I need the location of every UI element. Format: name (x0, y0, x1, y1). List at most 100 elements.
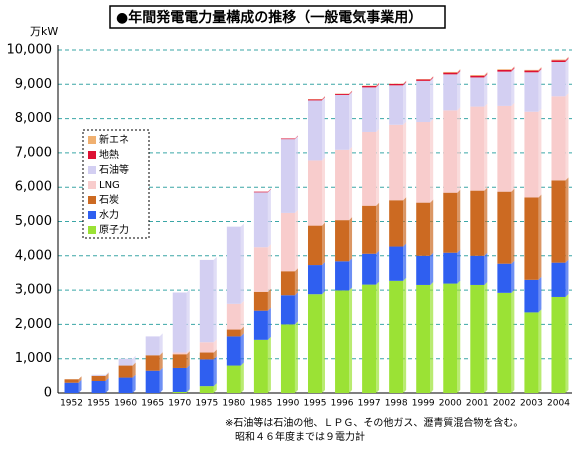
bar-segment (551, 263, 565, 297)
note: ※石油等は石油の他、ＬＰＧ、その他ガス、瀝青質混合物を含む。 (225, 416, 523, 429)
y-tick-label: 0 (44, 386, 52, 401)
bar-side (376, 129, 379, 206)
bar-segment (254, 292, 268, 311)
bar-segment (308, 265, 322, 294)
bar-side (430, 253, 433, 285)
legend-label: 地熱 (99, 148, 119, 161)
bar-segment (65, 383, 79, 393)
x-tick-label: 2002 (493, 399, 516, 409)
bar-segment (524, 197, 538, 279)
x-tick-label: 1960 (114, 399, 137, 409)
bar-segment (416, 122, 430, 203)
bar-segment (443, 253, 457, 284)
bar-side (322, 291, 325, 393)
bar-side (430, 119, 433, 203)
bar-segment (335, 95, 349, 150)
bar-segment (497, 69, 511, 70)
bar-segment (497, 264, 511, 293)
bar-segment (281, 213, 295, 271)
bar-segment (362, 86, 376, 87)
bar-segment (362, 285, 376, 393)
bar-side (214, 257, 217, 342)
bar-side (268, 244, 271, 292)
bar-side (457, 190, 460, 253)
x-tick-label: 2003 (520, 399, 543, 409)
bar-segment (308, 100, 322, 160)
bar-side (295, 292, 298, 324)
legend-swatch (88, 181, 96, 189)
bar-segment (254, 192, 268, 193)
legend-label: LNG (99, 180, 120, 191)
bar-segment (173, 368, 187, 392)
bar-segment (551, 96, 565, 180)
bar-side (295, 321, 298, 393)
bar-side (565, 294, 568, 393)
bar-segment (524, 312, 538, 393)
bar-side (322, 97, 325, 160)
x-tick-label: 1997 (358, 399, 381, 409)
bar-segment (308, 226, 322, 265)
bar-segment (281, 271, 295, 295)
legend-label: 水力 (99, 208, 119, 221)
bar-side (160, 333, 163, 355)
bar-side (214, 356, 217, 386)
y-tick-label: 5,000 (15, 214, 52, 229)
x-tick-label: 1975 (195, 399, 218, 409)
bar-side (403, 278, 406, 393)
bar-side (511, 69, 514, 106)
bar-segment (497, 192, 511, 264)
bar-segment (65, 379, 79, 382)
bar-side (241, 224, 244, 304)
legend-swatch (88, 136, 96, 144)
bar-side (457, 250, 460, 284)
bar-segment (308, 160, 322, 225)
bar-segment (335, 290, 349, 393)
bar-segment (254, 247, 268, 292)
bar-segment (470, 191, 484, 256)
bar-segment (389, 125, 403, 200)
bar-side (322, 157, 325, 225)
bar-side (376, 282, 379, 393)
bar-segment (92, 375, 106, 376)
bar-side (160, 368, 163, 393)
bar-side (268, 337, 271, 393)
bar-side (241, 363, 244, 393)
bar-segment (335, 220, 349, 261)
bar-segment (119, 359, 133, 366)
y-tick-label: 8,000 (15, 111, 52, 126)
bar-segment (362, 87, 376, 132)
bar-segment (416, 256, 430, 285)
bar-segment (524, 280, 538, 313)
y-tick-label: 2,000 (15, 317, 52, 332)
bar-side (484, 282, 487, 393)
bar-side (484, 253, 487, 285)
x-tick-label: 1990 (276, 399, 299, 409)
legend-label: 石油等 (99, 163, 129, 176)
bar-segment (227, 304, 241, 330)
bar-segment (443, 74, 457, 110)
x-tick-label: 2001 (466, 399, 489, 409)
bar-side (376, 84, 379, 132)
y-tick-label: 7,000 (15, 145, 52, 160)
x-tick-label: 1965 (141, 399, 164, 409)
bar-side (565, 59, 568, 96)
bar-segment (200, 260, 214, 342)
x-tick-label: 1955 (87, 399, 110, 409)
legend-swatch (88, 196, 96, 204)
bar-segment (389, 84, 403, 85)
bar-side (511, 189, 514, 264)
legend-label: 原子力 (99, 223, 129, 236)
bar-segment (551, 297, 565, 393)
bar-side (430, 200, 433, 256)
legend-swatch (88, 151, 96, 159)
bar-segment (146, 355, 160, 370)
bar-side (349, 258, 352, 290)
bar-segment (470, 107, 484, 191)
bar-side (349, 92, 352, 150)
bar-segment (497, 70, 511, 72)
bar-side (268, 289, 271, 311)
x-tick-label: 1999 (412, 399, 435, 409)
bar-segment (416, 81, 430, 122)
bar-segment (281, 295, 295, 324)
